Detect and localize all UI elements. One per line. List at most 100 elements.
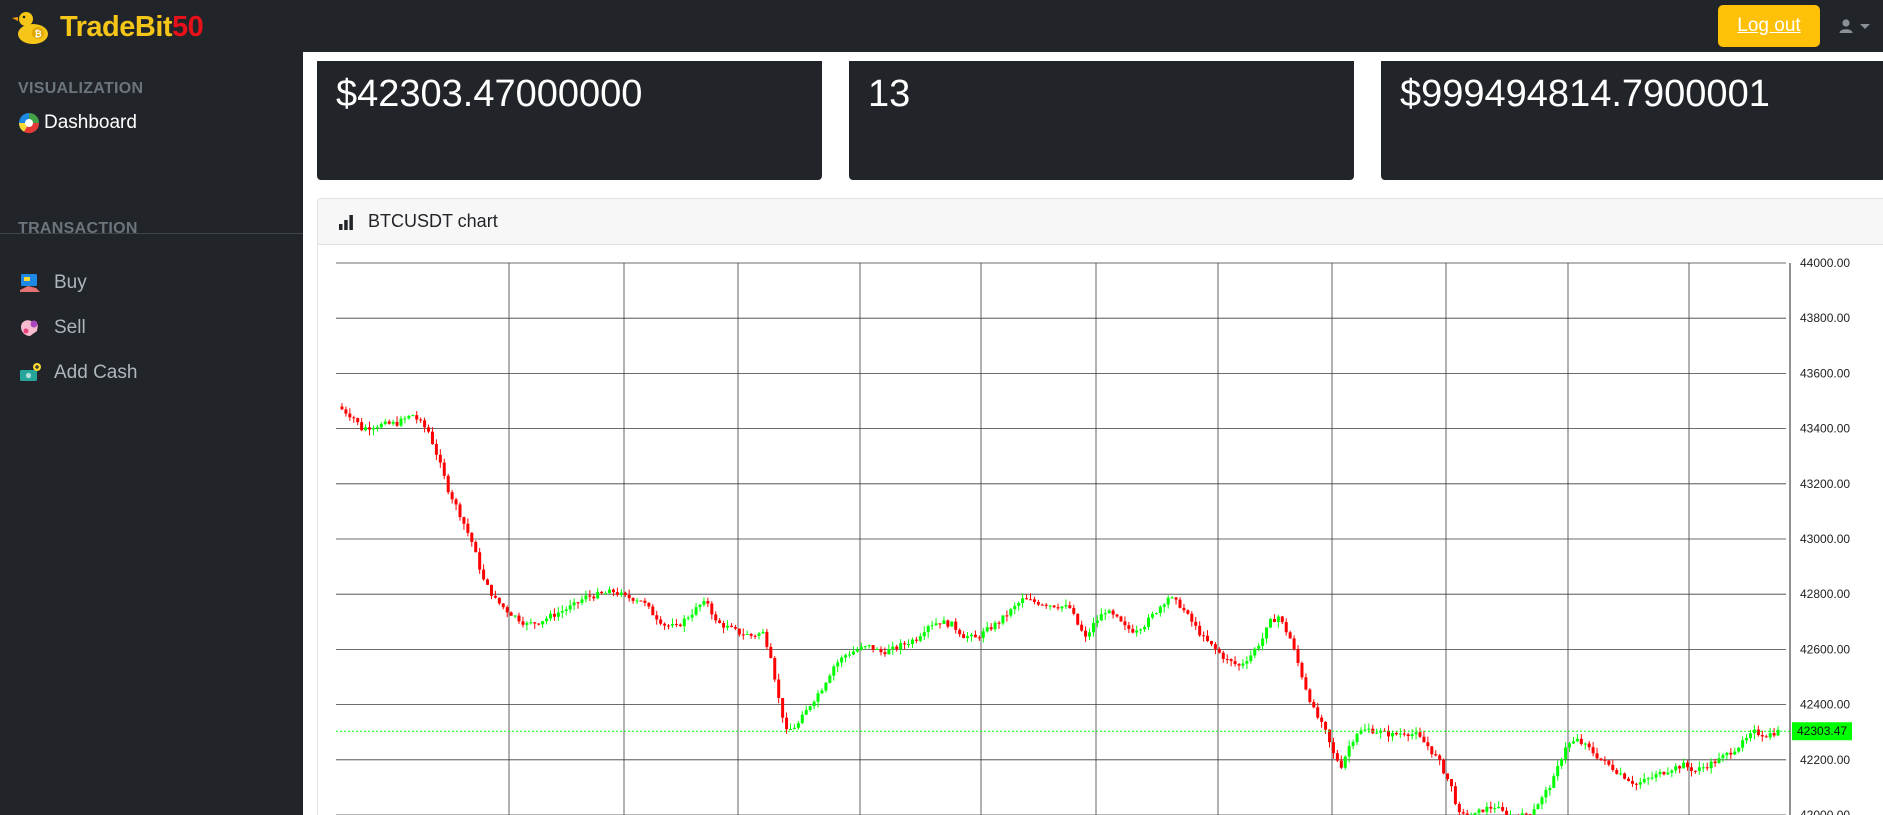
chart-card: BTCUSDT chart 44000.00 43800.00 43600.00 43… (317, 198, 1883, 815)
candle-body (682, 618, 686, 627)
candle-body (1221, 652, 1225, 659)
candle-body (486, 579, 490, 585)
candle-body (1745, 738, 1749, 741)
candle-body (753, 635, 757, 637)
brand-name-number: 50 (172, 10, 204, 43)
candle-body (887, 649, 891, 655)
candle-body (1308, 689, 1312, 702)
candle-body (352, 417, 356, 419)
brand-name-text: TradeBit (60, 10, 173, 43)
candle-body (1036, 601, 1040, 605)
y-tick-label: 43800.00 (1800, 311, 1850, 325)
candle-body (537, 623, 541, 625)
candle-body (340, 406, 344, 410)
candle-body (497, 597, 501, 604)
candle-body (824, 682, 828, 691)
candle-body (1717, 758, 1721, 764)
candle-body (1127, 625, 1131, 629)
candle-body (1662, 771, 1666, 775)
candle-body (875, 648, 879, 650)
y-tick-label: 42400.00 (1800, 698, 1850, 712)
candle-body (450, 492, 454, 500)
candle-body (1324, 721, 1328, 730)
sidebar-item-label: Sell (54, 317, 86, 338)
candle-body (1206, 635, 1210, 641)
candle-body (1292, 638, 1296, 650)
y-tick-label: 44000.00 (1800, 256, 1850, 270)
candle-body (934, 623, 938, 626)
btcusdt-candlestick-chart[interactable]: 44000.00 43800.00 43600.00 43400.00 43200.00… (318, 199, 1883, 815)
candle-body (1048, 605, 1052, 607)
candle-body (1072, 607, 1076, 614)
candle-body (1760, 735, 1764, 737)
candle-body (690, 614, 694, 618)
candle-body (1288, 632, 1292, 639)
candle-body (1320, 717, 1324, 722)
candle-body (1265, 627, 1269, 639)
candle-body (1536, 804, 1540, 810)
candle-body (1540, 797, 1544, 805)
y-tick-label: 42600.00 (1800, 642, 1850, 656)
brand[interactable]: ₿ TradeBit50 (12, 9, 204, 45)
candle-body (568, 605, 572, 610)
candle-body (1520, 813, 1524, 815)
candle-body (1434, 754, 1438, 756)
candle-body (1068, 605, 1072, 608)
candle-body (1367, 728, 1371, 730)
candle-body (969, 634, 973, 637)
candle-body (438, 454, 442, 463)
candle-body (871, 645, 875, 650)
candle-body (1709, 761, 1713, 769)
candle-body (1721, 755, 1725, 759)
candle-body (1257, 645, 1261, 649)
sidebar-item-add-cash[interactable]: Add Cash (18, 361, 137, 385)
candle-body (1556, 765, 1560, 777)
candle-body (1028, 599, 1032, 601)
user-menu-dropdown[interactable] (1838, 14, 1878, 38)
candle-body (844, 655, 848, 658)
candle-body (1312, 701, 1316, 708)
candle-body (1497, 806, 1501, 809)
buy-icon (20, 274, 40, 292)
sidebar-item-dashboard[interactable]: Dashboard (18, 112, 137, 134)
candle-body (419, 419, 423, 421)
candle-body (525, 623, 529, 625)
logout-button[interactable]: Log out (1718, 5, 1820, 47)
candle-body (867, 645, 871, 647)
candle-body (962, 634, 966, 639)
candle-body (545, 618, 549, 622)
candle-body (891, 646, 895, 650)
candle-body (1300, 662, 1304, 678)
candle-body (1430, 746, 1434, 755)
y-tick-label: 43000.00 (1800, 532, 1850, 546)
candle-body (1261, 638, 1265, 646)
candle-body (1406, 734, 1410, 737)
candle-body (604, 593, 608, 595)
candle-body (415, 415, 419, 420)
candle-body (1217, 648, 1221, 653)
sidebar-divider (0, 233, 303, 234)
candle-body (1457, 803, 1461, 813)
candle-body (1591, 747, 1595, 754)
candle-body (1115, 614, 1119, 617)
sidebar-item-sell[interactable]: Sell (18, 316, 86, 340)
candle-body (391, 421, 395, 424)
sidebar-item-buy[interactable]: Buy (18, 271, 87, 295)
candle-body (1481, 809, 1485, 812)
candle-body (1202, 635, 1206, 637)
candle-body (1654, 774, 1658, 778)
candle-body (1595, 753, 1599, 759)
candle-body (910, 639, 914, 645)
candle-body (615, 592, 619, 595)
candle-body (785, 717, 789, 730)
candle-body (442, 462, 446, 476)
candle-body (1568, 743, 1572, 748)
candle-body (478, 552, 482, 570)
candle-body (556, 612, 560, 617)
candle-body (356, 418, 360, 423)
sidebar-heading-visualization: VISUALIZATION (18, 80, 144, 97)
y-tick-label: 43400.00 (1800, 422, 1850, 436)
candle-body (643, 600, 647, 603)
candle-body (1705, 767, 1709, 769)
candle-body (1493, 808, 1497, 810)
